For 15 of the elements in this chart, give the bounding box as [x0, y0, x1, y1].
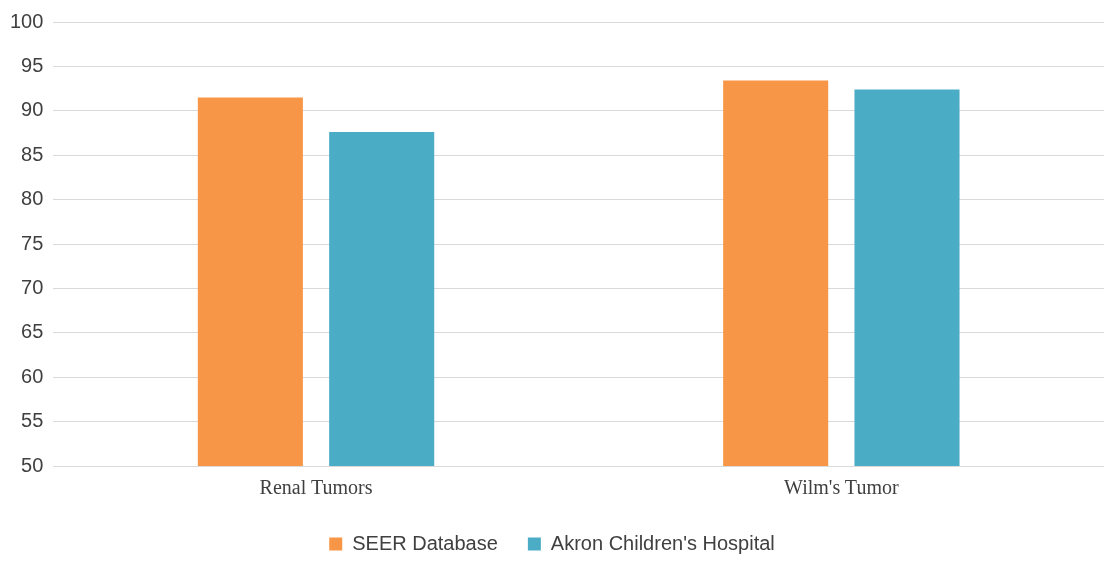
legend-label: SEER Database [352, 531, 498, 554]
y-tick-label: 55 [21, 409, 44, 432]
y-tick-label: 75 [21, 231, 44, 254]
y-tick-label: 70 [21, 275, 44, 298]
y-tick-label: 60 [21, 364, 44, 387]
y-tick-label: 50 [21, 453, 44, 476]
y-tick-label: 80 [21, 187, 44, 210]
x-tick-label: Renal Tumors [259, 476, 373, 499]
y-tick-label: 100 [9, 9, 44, 32]
x-tick-label: Wilm's Tumor [784, 476, 899, 499]
y-tick-label: 85 [21, 142, 44, 165]
legend-label: Akron Children's Hospital [550, 531, 775, 554]
y-tick-label: 95 [21, 53, 44, 76]
y-tick-label: 90 [21, 98, 44, 121]
y-tick-label: 65 [21, 320, 44, 343]
